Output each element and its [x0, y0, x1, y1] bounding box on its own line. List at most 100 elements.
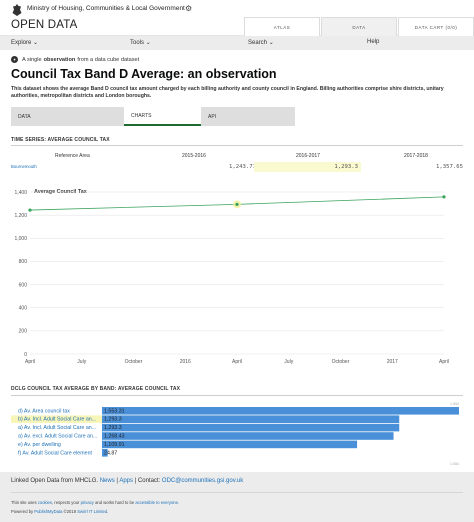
reference-area-link[interactable]: Bournemouth: [11, 164, 37, 169]
observation-notice: ✦ A single observation from a data cube …: [11, 56, 139, 63]
menu-search[interactable]: Search ⌄: [248, 39, 274, 46]
bar[interactable]: [102, 407, 459, 415]
y-tick-label: 600: [19, 282, 28, 288]
value-cell[interactable]: 1,243.71: [229, 164, 256, 170]
notice-post: from a data cube dataset: [77, 56, 140, 63]
x-tick-label: 2016: [180, 359, 191, 365]
menu-explore-label: Explore: [11, 40, 32, 46]
line-chart: Average Council Tax 02004006008001,0001,…: [14, 189, 449, 365]
y-tick-label: 1,200: [14, 213, 27, 219]
tab-data[interactable]: DATA: [321, 17, 397, 36]
bar[interactable]: [102, 432, 394, 440]
axis-max-label-bottom: 1,554: [450, 462, 459, 466]
footer-text: and works hard to be: [95, 500, 135, 505]
y-tick-label: 200: [19, 329, 28, 335]
chevron-down-icon: ⌄: [145, 40, 151, 46]
timeseries-divider: [11, 145, 463, 146]
data-point[interactable]: [235, 202, 239, 206]
footer-policy: This site uses cookies, respects your pr…: [11, 500, 179, 505]
ministry-name[interactable]: Ministry of Housing, Communities & Local…: [27, 5, 185, 12]
bar[interactable]: [102, 423, 400, 432]
menu-explore[interactable]: Explore ⌄: [11, 39, 38, 46]
tab-atlas[interactable]: ATLAS: [244, 17, 320, 36]
royal-crest-icon: [12, 4, 22, 16]
footer-text: Powered by: [11, 509, 34, 514]
bar[interactable]: [102, 449, 108, 457]
bar-value-label: 1,293.3: [104, 425, 122, 431]
bar[interactable]: [102, 415, 400, 423]
data-point[interactable]: [442, 195, 446, 199]
table-row: Bournemouth 1,243.71 1,293.3 1,357.65: [11, 162, 463, 172]
bar-value-label: 24.87: [104, 450, 117, 456]
y-tick-label: 1,400: [14, 190, 27, 196]
bar-chart-heading: DCLG COUNCIL TAX AVERAGE BY BAND: AVERAG…: [11, 386, 181, 392]
site-footer: Linked Open Data from MHCLG. News | Apps…: [0, 472, 474, 522]
bar-category-label[interactable]: a) Av. excl. Adult Social Care an...: [18, 434, 97, 440]
page-title: Council Tax Band D Average: an observati…: [11, 67, 277, 81]
gear-icon: ⚙: [185, 4, 193, 13]
x-tick-label: July: [77, 359, 86, 365]
bar-value-label: 1,293.3: [104, 417, 122, 423]
x-tick-label: 2017: [387, 359, 398, 365]
timeseries-heading: TIME SERIES: AVERAGE COUNCIL TAX: [11, 137, 110, 143]
footer-divider: [11, 492, 463, 493]
bar-chart: 1,554 d) Av. Area council tax 1,553.31 b) …: [11, 402, 459, 466]
y-tick-label: 800: [19, 259, 28, 265]
news-link[interactable]: News: [99, 478, 115, 484]
bar-category-label[interactable]: f) Av. Adult Social Care element: [18, 450, 93, 456]
apps-link[interactable]: Apps: [119, 478, 133, 484]
x-tick-label: October: [332, 359, 350, 365]
footer-text: This site uses: [11, 500, 37, 505]
notice-pre: A single: [22, 56, 42, 63]
tab-api[interactable]: API: [201, 107, 295, 126]
footer-text: ©2018: [63, 509, 77, 514]
top-nav-tabs: ATLAS DATA DATA CART (0/0): [243, 17, 474, 36]
main-menu: Explore ⌄ Tools ⌄ Search ⌄ Help: [0, 36, 474, 50]
publishmydata-link[interactable]: PublishMyData: [34, 509, 63, 514]
footer-text: .: [107, 509, 109, 514]
value-cell-highlighted[interactable]: 1,293.3: [254, 162, 361, 172]
y-tick-label: 400: [19, 306, 28, 312]
privacy-link[interactable]: privacy: [80, 500, 94, 505]
tab-charts[interactable]: CHARTS: [124, 107, 201, 126]
x-tick-label: April: [25, 359, 35, 365]
bar-value-label: 1,268.43: [104, 434, 125, 440]
site-brand[interactable]: OPEN DATA: [11, 19, 78, 31]
footer-sep: |: [116, 478, 118, 484]
y-tick-label: 0: [24, 352, 27, 358]
footer-credits: Powered by PublishMyData ©2018 Swirrl IT…: [11, 509, 108, 514]
y-tick-label: 1,000: [14, 236, 27, 242]
menu-help[interactable]: Help: [367, 39, 380, 45]
x-tick-label: October: [125, 359, 143, 365]
tab-data-view[interactable]: DATA: [11, 107, 124, 126]
data-point[interactable]: [28, 208, 32, 212]
accessibility-link[interactable]: accessible to everyone: [135, 500, 178, 505]
x-tick-label: April: [232, 359, 242, 365]
bar-category-label[interactable]: d) Av. Area council tax: [18, 408, 70, 414]
bar-category-label[interactable]: a) Av. Incl. Adult Social Care an...: [18, 425, 96, 431]
value-cell[interactable]: 1,357.65: [436, 164, 463, 170]
cookies-link[interactable]: cookies: [37, 500, 52, 505]
notice-bold: observation: [43, 56, 76, 63]
bar-category-label[interactable]: b) Av. Incl. Adult Social Care an...: [18, 417, 96, 423]
bar-value-label: 1,553.31: [104, 408, 125, 414]
swirrl-link[interactable]: Swirrl IT Limited: [77, 509, 108, 514]
col-header-2016: 2016-2017: [296, 153, 320, 159]
tab-data-cart[interactable]: DATA CART (0/0): [398, 17, 474, 36]
menu-search-label: Search: [248, 40, 268, 46]
axis-max-label: 1,554: [450, 402, 459, 406]
menu-tools[interactable]: Tools ⌄: [130, 39, 151, 46]
bar-category-label[interactable]: e) Av. per dwelling: [18, 442, 61, 448]
contact-email-link[interactable]: ODC@communities.gsi.gov.uk: [161, 478, 244, 484]
footer-contact-label: | Contact:: [134, 478, 161, 484]
bar-value-label: 1,109.91: [104, 442, 125, 448]
footer-intro: Linked Open Data from MHCLG.: [11, 478, 99, 484]
menu-tools-label: Tools: [130, 40, 145, 46]
footer-text: .: [177, 500, 180, 505]
site-header: Ministry of Housing, Communities & Local…: [0, 0, 474, 36]
x-tick-label: July: [284, 359, 293, 365]
info-icon: ✦: [11, 56, 18, 63]
chevron-down-icon: ⌄: [33, 40, 39, 46]
chevron-down-icon: ⌄: [268, 40, 274, 46]
bar[interactable]: [102, 440, 358, 449]
